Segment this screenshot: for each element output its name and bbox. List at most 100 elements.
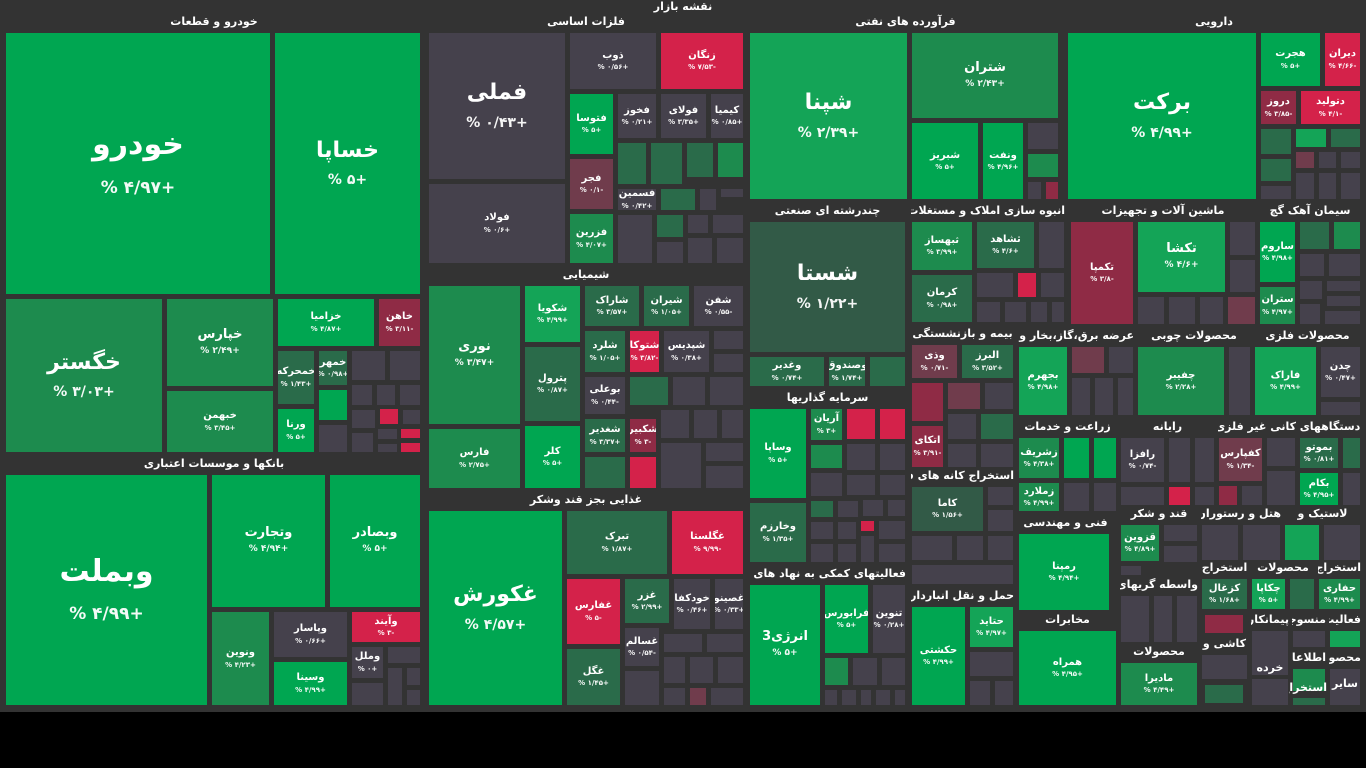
sector-title[interactable]: لاستیک و: [1297, 507, 1348, 520]
stock-tile[interactable]: [1117, 377, 1134, 416]
stock-tile[interactable]: [881, 657, 906, 686]
stock-tile[interactable]: [947, 443, 977, 468]
stock-tile[interactable]: [1199, 296, 1224, 325]
stock-tile[interactable]: [1318, 151, 1337, 169]
stock-tile[interactable]: [713, 353, 744, 373]
stock-tile[interactable]: فارس +۲/۷۵ %: [428, 428, 521, 489]
stock-tile[interactable]: [1168, 486, 1191, 506]
sector-title[interactable]: عرضه برق،گاز،بخار و آب: [1018, 329, 1134, 342]
stock-tile[interactable]: [887, 499, 906, 517]
stock-tile[interactable]: [878, 543, 906, 563]
sector-title[interactable]: بیمه و بازنشستگی: [912, 327, 1013, 340]
stock-tile[interactable]: چکاپا +۵ %: [1251, 578, 1286, 610]
stock-tile[interactable]: [824, 689, 838, 706]
sector-title[interactable]: محصولات فلزی: [1265, 329, 1350, 342]
stock-tile[interactable]: دروز -۳/۸۵ %: [1260, 90, 1297, 125]
stock-tile[interactable]: حفاری +۴/۹۹ %: [1318, 578, 1361, 610]
stock-tile[interactable]: البرز +۳/۵۲ %: [961, 344, 1014, 379]
stock-tile[interactable]: خزامیا +۴/۸۷ %: [277, 298, 375, 347]
stock-tile[interactable]: [810, 521, 834, 540]
stock-tile[interactable]: شتوکا -۳/۸۲ %: [629, 330, 660, 373]
stock-tile[interactable]: حکشتی +۴/۹۹ %: [911, 606, 966, 706]
stock-tile[interactable]: دتولید -۴/۱ %: [1300, 90, 1361, 125]
sector-title[interactable]: هتل و رستوران: [1201, 507, 1281, 520]
stock-tile[interactable]: ونوین +۴/۲۳ %: [211, 611, 270, 706]
stock-tile[interactable]: خپارس +۲/۴۹ %: [166, 298, 274, 387]
stock-tile[interactable]: [1093, 482, 1117, 512]
stock-tile[interactable]: [1228, 346, 1251, 416]
stock-tile[interactable]: [1340, 172, 1361, 200]
stock-tile[interactable]: [984, 382, 1014, 410]
stock-tile[interactable]: [672, 376, 706, 406]
stock-tile[interactable]: [969, 680, 991, 706]
stock-tile[interactable]: پترول +۰/۸۷ %: [524, 346, 581, 422]
stock-tile[interactable]: [1004, 301, 1027, 323]
stock-tile[interactable]: [1242, 524, 1281, 561]
stock-tile[interactable]: [1071, 377, 1091, 416]
stock-tile[interactable]: [846, 443, 876, 471]
stock-tile[interactable]: خبهمن +۳/۴۵ %: [166, 390, 274, 453]
stock-tile[interactable]: فجر -۰/۱ %: [569, 158, 614, 210]
stock-tile[interactable]: [976, 301, 1001, 323]
stock-tile[interactable]: کاما +۱/۵۶ %: [911, 486, 984, 532]
sector-title[interactable]: دارویی: [1195, 15, 1233, 28]
stock-tile[interactable]: [710, 687, 744, 706]
sector-title[interactable]: منسوجات: [1292, 613, 1326, 626]
sector-title[interactable]: واسطه گریهای: [1120, 578, 1198, 591]
stock-tile[interactable]: [693, 409, 718, 439]
stock-tile[interactable]: [875, 689, 891, 706]
stock-tile[interactable]: [1120, 565, 1142, 576]
stock-tile[interactable]: [1266, 437, 1296, 467]
stock-tile[interactable]: [318, 424, 348, 453]
stock-tile[interactable]: [717, 656, 744, 684]
stock-tile[interactable]: [351, 409, 376, 429]
stock-tile[interactable]: [660, 442, 702, 489]
stock-tile[interactable]: [1163, 524, 1198, 542]
stock-tile[interactable]: شکویا +۴/۹۹ %: [524, 285, 581, 343]
sector-title[interactable]: پیمانکار: [1251, 613, 1289, 626]
stock-tile[interactable]: [663, 633, 703, 653]
stock-tile[interactable]: کلر +۵ %: [524, 425, 581, 489]
stock-tile[interactable]: [389, 350, 421, 381]
stock-tile[interactable]: [1038, 221, 1065, 269]
stock-tile[interactable]: فاراک +۴/۹۹ %: [1254, 346, 1317, 416]
stock-tile[interactable]: [956, 535, 984, 561]
stock-tile[interactable]: انرژی3 +۵ %: [749, 584, 821, 706]
sector-title[interactable]: سرمایه گذاریها: [786, 391, 869, 404]
stock-tile[interactable]: غگلستا -۹/۹۹ %: [671, 510, 744, 575]
sector-title[interactable]: رایانه: [1152, 420, 1183, 433]
stock-tile[interactable]: فرابورس +۵ %: [824, 584, 869, 654]
stock-tile[interactable]: [879, 443, 906, 471]
stock-tile[interactable]: [1299, 303, 1321, 325]
stock-tile[interactable]: شاراک +۳/۵۷ %: [584, 285, 640, 327]
stock-tile[interactable]: [660, 188, 696, 211]
sector-title[interactable]: زراعت و خدمات: [1024, 420, 1111, 433]
stock-tile[interactable]: [376, 384, 396, 406]
stock-tile[interactable]: [351, 682, 384, 706]
stock-tile[interactable]: ساروم +۴/۹۸ %: [1259, 221, 1296, 283]
sector-title[interactable]: محصولات چوبی: [1151, 329, 1237, 342]
stock-tile[interactable]: [1063, 437, 1090, 479]
stock-tile[interactable]: [377, 428, 398, 440]
sector-title[interactable]: فنی و مهندسی: [1023, 516, 1108, 529]
stock-tile[interactable]: [1027, 122, 1059, 150]
stock-tile[interactable]: [1329, 630, 1361, 648]
stock-tile[interactable]: [837, 543, 857, 563]
stock-tile[interactable]: بکام +۴/۹۵ %: [1299, 472, 1339, 506]
stock-tile[interactable]: [656, 214, 684, 238]
stock-tile[interactable]: وخارزم +۱/۳۵ %: [749, 502, 807, 563]
sector-title[interactable]: حمل و نقل انبارداری و: [911, 589, 1014, 602]
stock-tile[interactable]: فزرین +۴/۰۷ %: [569, 213, 614, 264]
stock-tile[interactable]: [705, 465, 744, 489]
stock-tile[interactable]: [1260, 158, 1292, 182]
stock-tile[interactable]: شپدیس +۰/۳۸ %: [663, 330, 710, 373]
stock-tile[interactable]: [402, 409, 421, 425]
stock-tile[interactable]: هجرت +۵ %: [1260, 32, 1321, 87]
stock-tile[interactable]: شیران +۱/۰۵ %: [643, 285, 690, 327]
stock-tile[interactable]: [1168, 437, 1191, 483]
stock-tile[interactable]: [656, 241, 684, 264]
stock-tile[interactable]: [650, 142, 683, 185]
stock-tile[interactable]: [1204, 684, 1244, 704]
stock-tile[interactable]: [879, 474, 906, 496]
stock-tile[interactable]: [1241, 485, 1263, 506]
